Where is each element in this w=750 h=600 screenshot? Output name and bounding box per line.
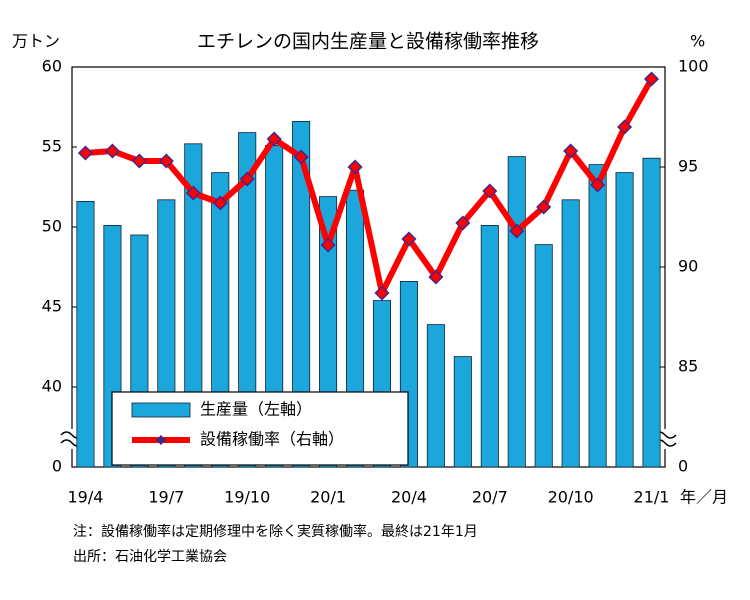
x-tick-label: 20/7 xyxy=(472,488,508,507)
chart-title: エチレンの国内生産量と設備稼働率推移 xyxy=(197,31,539,53)
bar xyxy=(534,244,553,468)
marker xyxy=(185,185,201,201)
marker xyxy=(536,199,552,215)
bar xyxy=(642,157,661,468)
marker xyxy=(428,269,444,285)
bar xyxy=(480,224,499,468)
marker xyxy=(131,153,147,169)
bar xyxy=(507,156,526,468)
bar xyxy=(76,200,95,468)
y-tick-label: 55 xyxy=(42,137,62,156)
marker xyxy=(374,285,390,301)
x-tick-label: 20/10 xyxy=(548,488,594,507)
marker xyxy=(509,223,525,239)
y2-tick-label: 85 xyxy=(678,357,698,376)
marker xyxy=(401,231,417,247)
bar xyxy=(615,172,634,468)
y-tick-label: 60 xyxy=(42,57,62,76)
source: 出所：石油化学工業協会 xyxy=(73,549,227,565)
y-tick-label: 45 xyxy=(42,297,62,316)
x-tick-label: 19/10 xyxy=(224,488,270,507)
marker xyxy=(455,215,471,231)
x-axis-label: 年／月 xyxy=(680,488,728,507)
x-tick-label: 19/4 xyxy=(68,488,104,507)
y2-tick-label: 90 xyxy=(678,257,698,276)
bar xyxy=(292,121,311,468)
marker xyxy=(104,143,120,159)
line xyxy=(85,77,655,296)
bar xyxy=(184,143,203,468)
y-axis-label: 万トン xyxy=(12,32,60,51)
marker xyxy=(590,177,606,193)
note: 注：設備稼働率は定期修理中を除く実質稼働率。最終は21年1月 xyxy=(73,523,478,540)
marker xyxy=(563,143,579,159)
marker xyxy=(617,119,633,135)
legend: 生産量（左軸） 設備稼働率（右軸） xyxy=(111,391,409,466)
bar xyxy=(588,164,607,468)
x-tick-label: 19/7 xyxy=(148,488,184,507)
y2-tick-label: 0 xyxy=(678,457,688,476)
bar xyxy=(426,324,445,468)
bar xyxy=(453,356,472,468)
marker xyxy=(347,159,363,175)
marker xyxy=(293,149,309,165)
marker xyxy=(158,153,174,169)
legend-swatch xyxy=(131,402,191,418)
legend-label: 設備稼働率（右軸） xyxy=(200,430,344,449)
y2-axis-label: % xyxy=(690,32,705,51)
legend-label: 生産量（左軸） xyxy=(200,400,312,419)
bar xyxy=(238,132,257,468)
y-tick-label: 0 xyxy=(52,457,62,476)
legend-marker xyxy=(156,435,166,445)
marker xyxy=(482,183,498,199)
y-tick-label: 50 xyxy=(42,217,62,236)
y2-tick-label: 95 xyxy=(678,157,698,176)
marker xyxy=(266,131,282,147)
y2-tick-label: 100 xyxy=(678,57,709,76)
marker xyxy=(320,237,336,253)
marker xyxy=(239,171,255,187)
marker xyxy=(77,145,94,161)
x-tick-label: 21/1 xyxy=(634,488,670,507)
marker xyxy=(643,71,660,87)
x-tick-label: 20/4 xyxy=(391,488,427,507)
bar xyxy=(561,199,580,468)
marker xyxy=(212,195,228,211)
y-tick-label: 40 xyxy=(42,377,62,396)
x-tick-label: 20/1 xyxy=(310,488,346,507)
